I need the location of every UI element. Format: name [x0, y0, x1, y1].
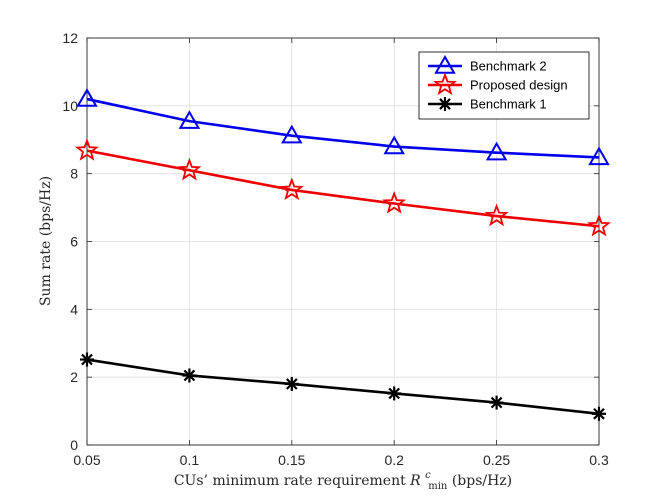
legend-label: Benchmark 1 — [470, 97, 547, 112]
y-tick-label: 6 — [70, 234, 78, 250]
series-line-proposed-design — [86, 149, 600, 228]
data-point-benchmark-1 — [592, 406, 606, 421]
data-point-proposed-design — [587, 213, 611, 237]
x-tick-label: 0.3 — [589, 452, 609, 468]
legend-item-proposed-design: Proposed design — [428, 72, 568, 96]
x-axis-label-sup: c — [425, 470, 431, 481]
data-point-benchmark-2 — [588, 146, 610, 166]
x-tick-label: 0.05 — [73, 452, 100, 468]
data-point-benchmark-2 — [383, 135, 405, 155]
y-tick-label: 12 — [62, 30, 78, 46]
x-tick-label: 0.15 — [278, 452, 305, 468]
data-point-benchmark-2 — [178, 110, 201, 129]
legend-label: Proposed design — [470, 78, 568, 93]
x-axis-label-suffix: (bps/Hz) — [452, 473, 512, 489]
y-tick-label: 10 — [62, 98, 78, 114]
legend-item-benchmark-1: Benchmark 1 — [428, 97, 547, 112]
y-axis-label: Sum rate (bps/Hz) — [38, 176, 54, 306]
legend-label: Benchmark 2 — [470, 59, 547, 74]
legend-marker — [438, 97, 452, 111]
data-point-benchmark-2 — [485, 141, 508, 161]
x-axis-label-prefix: CUs’ minimum rate requirement — [174, 473, 410, 489]
x-axis-label: CUs’ minimum rate requirement R c min (b… — [174, 466, 512, 493]
series-line-benchmark-2 — [86, 97, 600, 159]
data-point-proposed-design — [382, 190, 407, 214]
data-point-benchmark-1 — [182, 368, 197, 383]
legend: Benchmark 2 Proposed design Benchmark 1 — [418, 51, 590, 120]
data-point-benchmark-1 — [387, 386, 402, 401]
series-line-benchmark-1 — [86, 358, 600, 416]
x-tick-label: 0.2 — [384, 452, 404, 468]
series-benchmark-2 — [76, 88, 610, 166]
x-tick-label: 0.25 — [483, 452, 510, 468]
data-point-proposed-design — [484, 203, 509, 227]
legend-marker — [433, 72, 457, 96]
data-point-proposed-design — [177, 157, 202, 181]
x-axis-label-sub: min — [428, 481, 448, 492]
y-tick-label: 2 — [70, 369, 78, 385]
axes — [86, 37, 600, 446]
data-point-proposed-design — [279, 177, 304, 201]
x-tick-label: 0.1 — [180, 452, 200, 468]
y-tick-label: 4 — [70, 301, 78, 317]
data-point-benchmark-1 — [284, 376, 299, 391]
x-tick-labels: 0.05 0.1 0.15 0.2 0.25 0.3 — [73, 452, 609, 468]
data-point-benchmark-1 — [80, 352, 94, 367]
data-point-benchmark-2 — [76, 88, 98, 107]
data-point-benchmark-1 — [489, 395, 504, 410]
data-series — [75, 88, 611, 421]
y-tick-labels: 0 2 4 6 8 10 12 — [62, 30, 78, 453]
y-tick-label: 8 — [70, 166, 78, 182]
data-point-benchmark-2 — [281, 124, 303, 144]
y-tick-label: 0 — [70, 437, 78, 453]
series-benchmark-1 — [80, 352, 606, 421]
axes-box — [86, 37, 600, 446]
series-proposed-design — [75, 138, 611, 237]
data-point-proposed-design — [75, 138, 99, 161]
x-axis-label-symbol: R — [409, 473, 421, 489]
